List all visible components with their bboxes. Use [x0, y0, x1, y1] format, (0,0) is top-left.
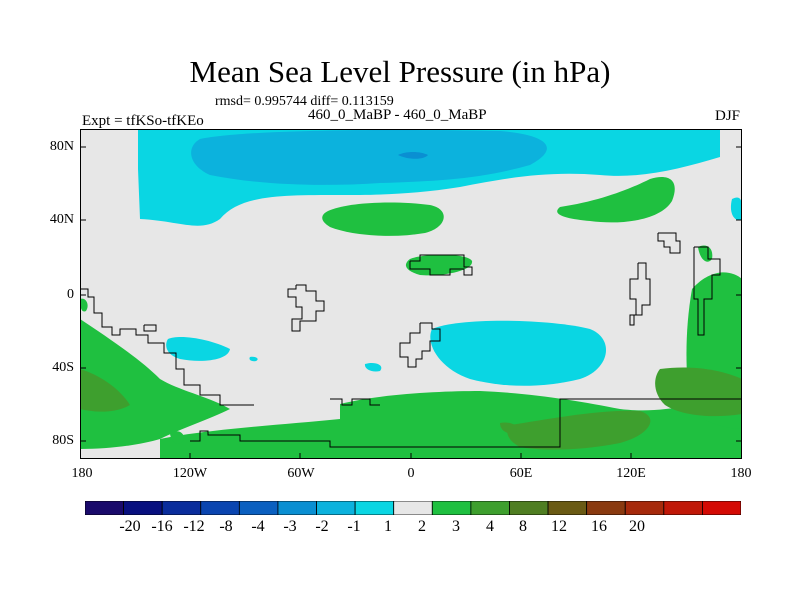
colorbar-swatch	[277, 501, 317, 515]
tiny-low	[249, 356, 258, 362]
plot-subtitle: 460_0_MaBP - 460_0_MaBP	[308, 107, 487, 123]
map-panel	[80, 129, 742, 459]
lat-label-80n: 80N	[49, 139, 74, 154]
colorbar-swatch	[702, 501, 741, 515]
east-rim-high	[698, 245, 713, 262]
south-pacific-low	[166, 337, 230, 361]
colorbar-label: 20	[629, 518, 645, 535]
colorbar-swatch	[663, 501, 703, 515]
coast-north-america	[657, 232, 681, 254]
central-south-strong	[500, 422, 517, 434]
west-strong	[80, 369, 130, 412]
plot-title: Mean Sea Level Pressure (in hPa)	[189, 54, 611, 89]
lon-label-180e: 180	[730, 466, 752, 481]
arctic-low-core	[398, 152, 428, 159]
lat-label-40n: 40N	[49, 212, 74, 227]
experiment-label: Expt = tfKSo-tfKEo	[82, 113, 204, 129]
lon-label-120e: 120E	[616, 466, 646, 481]
colorbar	[85, 501, 741, 515]
coast-antarctic-west	[330, 398, 380, 406]
colorbar-swatch	[431, 501, 472, 515]
tropical-high	[405, 254, 473, 276]
season-label: DJF	[714, 108, 740, 124]
south-indian-strong	[655, 367, 742, 417]
negative-anomaly-fields	[138, 129, 742, 386]
colorbar-swatch	[85, 501, 124, 515]
colorbar-label: -2	[315, 518, 329, 535]
colorbar-swatch	[238, 501, 279, 515]
colorbar-label: -20	[119, 518, 141, 535]
colorbar-label: 1	[384, 518, 392, 535]
colorbar-label: 8	[519, 518, 527, 535]
colorbar-swatch	[624, 501, 665, 515]
tick-marks	[80, 146, 742, 459]
colorbar-swatch	[547, 501, 588, 515]
colorbar-label: 16	[591, 518, 607, 535]
coast-arabia	[409, 254, 473, 276]
colorbar-label: -1	[347, 518, 361, 535]
colorbar-label: -4	[251, 518, 265, 535]
colorbar-swatch	[316, 501, 356, 515]
arctic-low-mid	[191, 129, 547, 185]
colorbar-label: -3	[283, 518, 297, 535]
colorbar-swatch	[161, 501, 202, 515]
lat-label-40s: 40S	[52, 360, 74, 375]
north-pacific-high	[322, 202, 444, 236]
lon-label-180w: 180	[71, 466, 93, 481]
stats-text: rmsd= 0.995744 diff= 0.113159	[215, 94, 394, 109]
coast-antarctic	[190, 398, 742, 448]
colorbar-swatch	[354, 501, 395, 515]
strong-positive-fields	[80, 367, 742, 450]
lon-label-60e: 60E	[509, 466, 533, 481]
colorbar-label: 3	[452, 518, 460, 535]
lon-label-60w: 60W	[287, 466, 315, 481]
colorbar-swatch	[200, 501, 240, 515]
coast-africa	[399, 322, 441, 368]
coast-australia	[629, 262, 651, 326]
lon-label-120w: 120W	[172, 466, 208, 481]
small-low	[364, 362, 382, 372]
colorbar-swatch	[393, 501, 433, 515]
coast-south-america	[287, 284, 325, 332]
indian-ocean-low	[430, 320, 607, 386]
colorbar-label: 4	[486, 518, 494, 535]
lat-label-eq: 0	[67, 287, 74, 302]
lon-label-0: 0	[407, 466, 415, 481]
coast-small-island	[143, 324, 157, 332]
lat-label-80s: 80S	[52, 433, 74, 448]
colorbar-swatch	[470, 501, 510, 515]
north-atlantic-high	[557, 177, 675, 223]
east-edge-low	[730, 197, 742, 221]
south-atlantic-strong	[507, 410, 651, 450]
colorbar-swatch	[509, 501, 549, 515]
colorbar-label: -16	[151, 518, 173, 535]
small-high-ne	[80, 298, 88, 312]
colorbar-swatch	[123, 501, 163, 515]
colorbar-swatch	[586, 501, 626, 515]
colorbar-label: -8	[219, 518, 233, 535]
coast-east	[693, 246, 721, 336]
coastline-outlines	[80, 232, 742, 448]
coast-west	[80, 288, 254, 406]
colorbar-label: 2	[418, 518, 426, 535]
colorbar-label: -12	[183, 518, 205, 535]
colorbar-label: 12	[551, 518, 567, 535]
west-southern-high	[80, 319, 230, 449]
small-high-sw	[170, 431, 184, 444]
